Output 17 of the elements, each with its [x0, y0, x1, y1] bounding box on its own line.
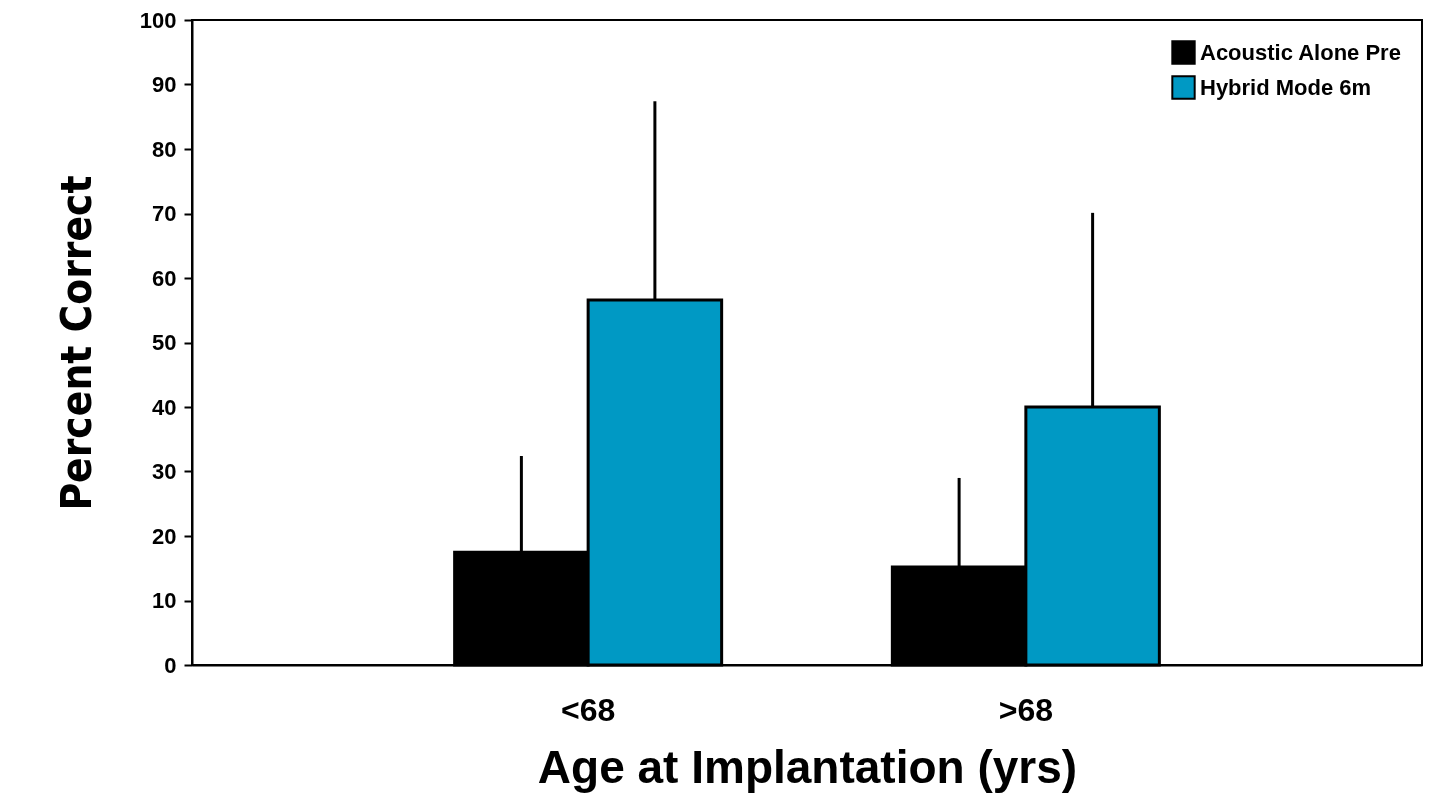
- y-tick-label: 70: [152, 201, 177, 226]
- y-tick-label: 50: [152, 330, 177, 355]
- y-tick-label: 30: [152, 459, 177, 484]
- y-tick-label: 80: [152, 136, 177, 162]
- x-tick-label: <68: [561, 691, 616, 728]
- x-axis-title: Age at Implantation (yrs): [537, 740, 1078, 793]
- y-tick-label: 40: [152, 394, 177, 420]
- y-tick-label: 0: [164, 652, 177, 678]
- legend-label: Hybrid Mode 6m: [1200, 74, 1372, 100]
- x-tick-label: >68: [998, 691, 1053, 728]
- y-tick-label: 60: [152, 265, 177, 291]
- y-tick-label: 20: [152, 523, 177, 549]
- y-tick-label: 100: [139, 7, 177, 33]
- y-tick-label: 90: [152, 72, 177, 97]
- y-axis-title: Percent Correct: [51, 175, 101, 511]
- y-tick-label: 10: [152, 588, 177, 613]
- legend-label: Acoustic Alone Pre: [1200, 39, 1401, 65]
